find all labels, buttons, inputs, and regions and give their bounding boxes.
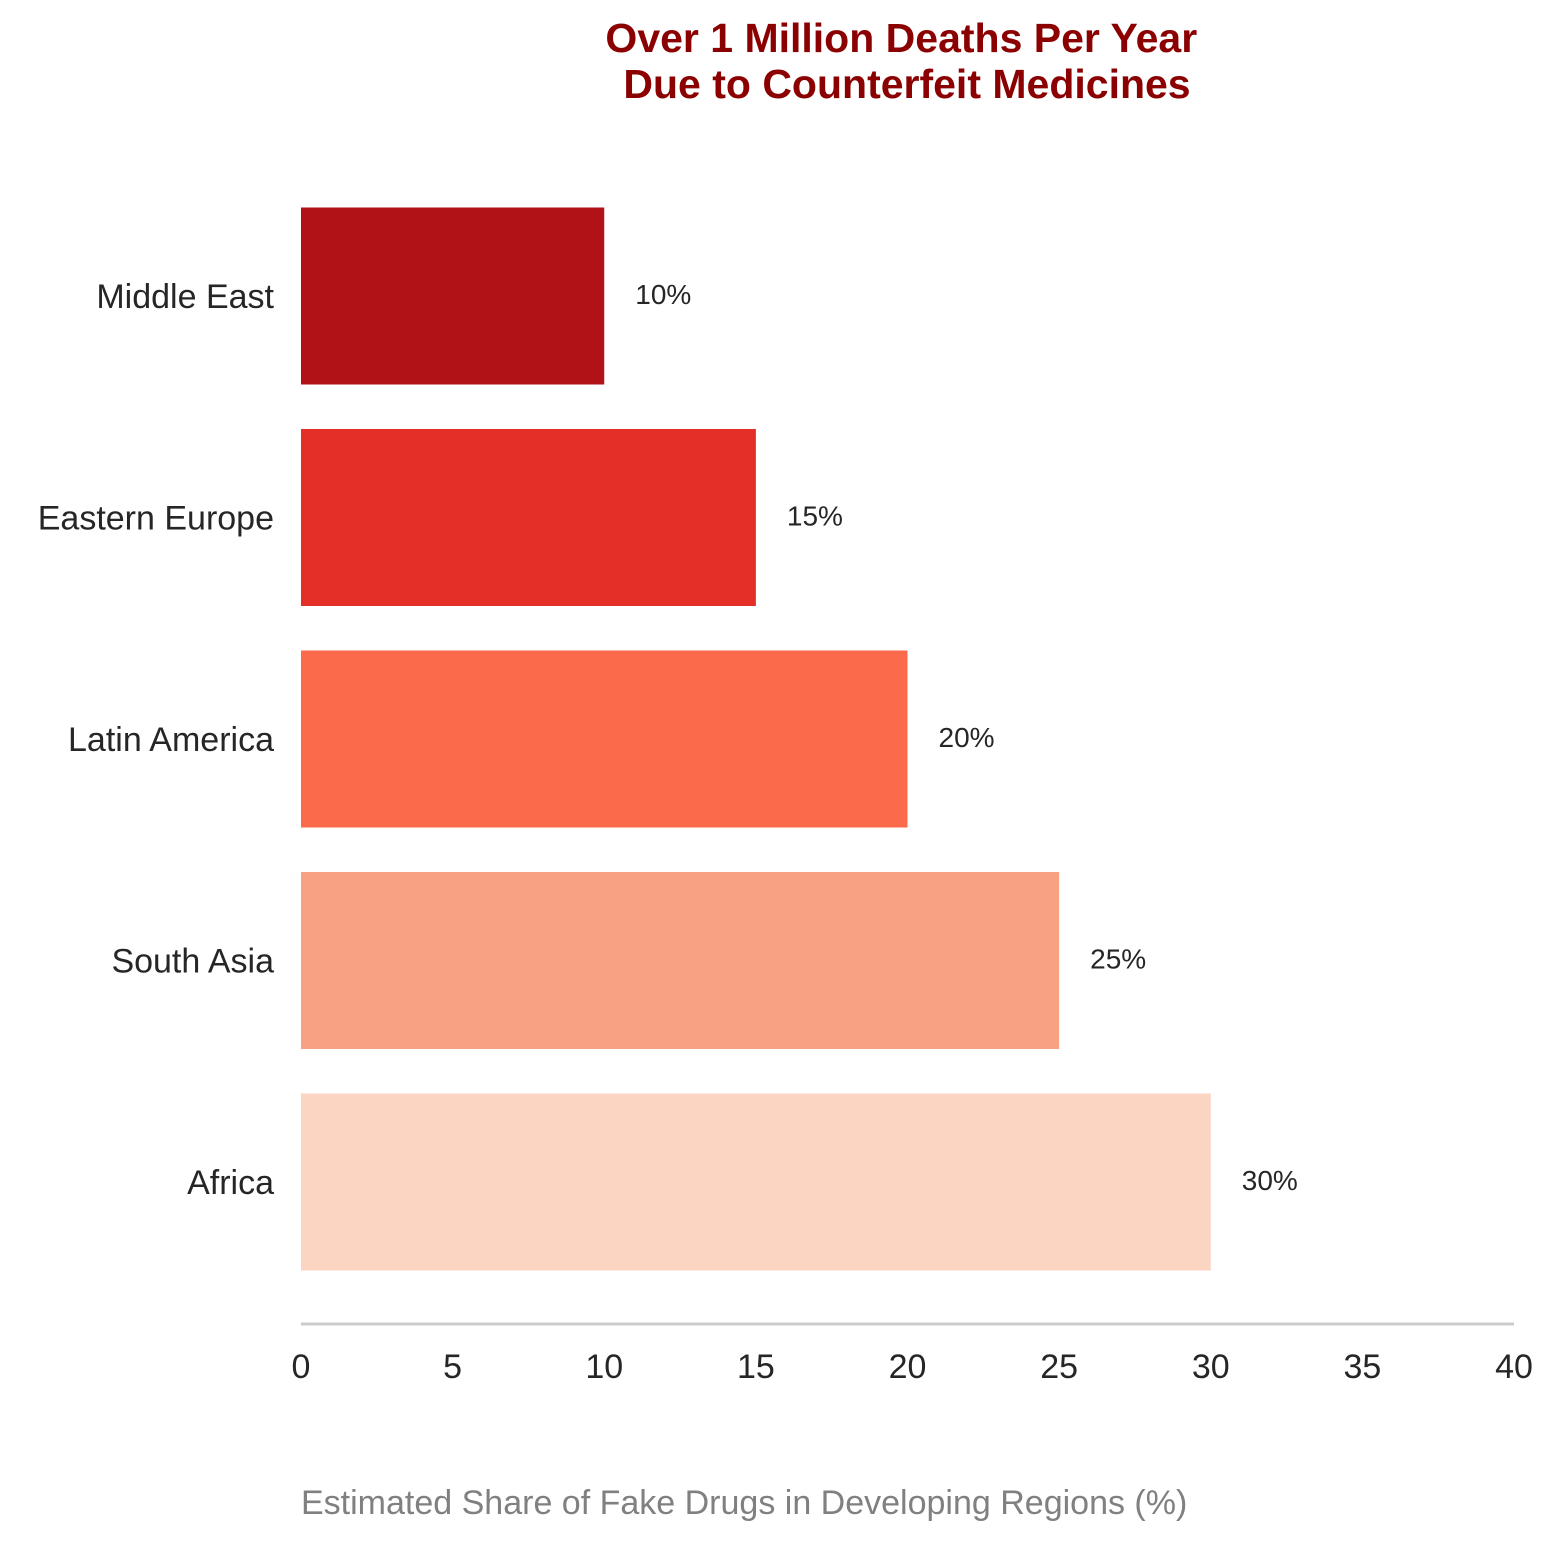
bar-eastern-europe [301, 429, 756, 606]
category-label-middle-east: Middle East [96, 278, 274, 316]
value-label-africa: 30% [1242, 1165, 1298, 1196]
x-tick-label-30: 30 [1192, 1348, 1230, 1386]
x-tick-label-25: 25 [1040, 1348, 1078, 1386]
value-labels: 10% 15% 20% 25% 30% [635, 279, 1298, 1196]
bar-south-asia [301, 872, 1060, 1049]
x-axis-title: Estimated Share of Fake Drugs in Develop… [301, 1484, 1187, 1522]
category-label-eastern-europe: Eastern Europe [38, 500, 274, 538]
x-tick-label-15: 15 [737, 1348, 775, 1386]
x-tick-label-20: 20 [889, 1348, 927, 1386]
value-label-south-asia: 25% [1090, 944, 1146, 975]
x-tick-label-40: 40 [1495, 1348, 1533, 1386]
x-tick-label-5: 5 [443, 1348, 462, 1386]
x-tick-label-35: 35 [1343, 1348, 1381, 1386]
category-label-africa: Africa [187, 1164, 274, 1202]
category-label-latin-america: Latin America [68, 721, 274, 759]
chart-title: Over 1 Million Deaths Per Year Due to Co… [605, 15, 1208, 107]
category-label-south-asia: South Asia [111, 943, 274, 981]
x-tick-label-0: 0 [292, 1348, 311, 1386]
bar-latin-america [301, 650, 908, 828]
value-label-eastern-europe: 15% [787, 501, 843, 532]
bar-middle-east [301, 207, 605, 385]
value-label-middle-east: 10% [635, 279, 691, 310]
x-tick-label-10: 10 [585, 1348, 623, 1386]
chart-title-line-1: Over 1 Million Deaths Per Year [605, 15, 1197, 61]
category-labels: Middle East Eastern Europe Latin America So… [38, 278, 275, 1202]
bar-africa [301, 1093, 1211, 1271]
bars-group [301, 207, 1211, 1271]
value-label-latin-america: 20% [939, 722, 995, 753]
chart-title-line-2: Due to Counterfeit Medicines [623, 61, 1190, 107]
x-tick-labels: 0 5 10 15 20 25 30 35 40 [292, 1348, 1533, 1386]
